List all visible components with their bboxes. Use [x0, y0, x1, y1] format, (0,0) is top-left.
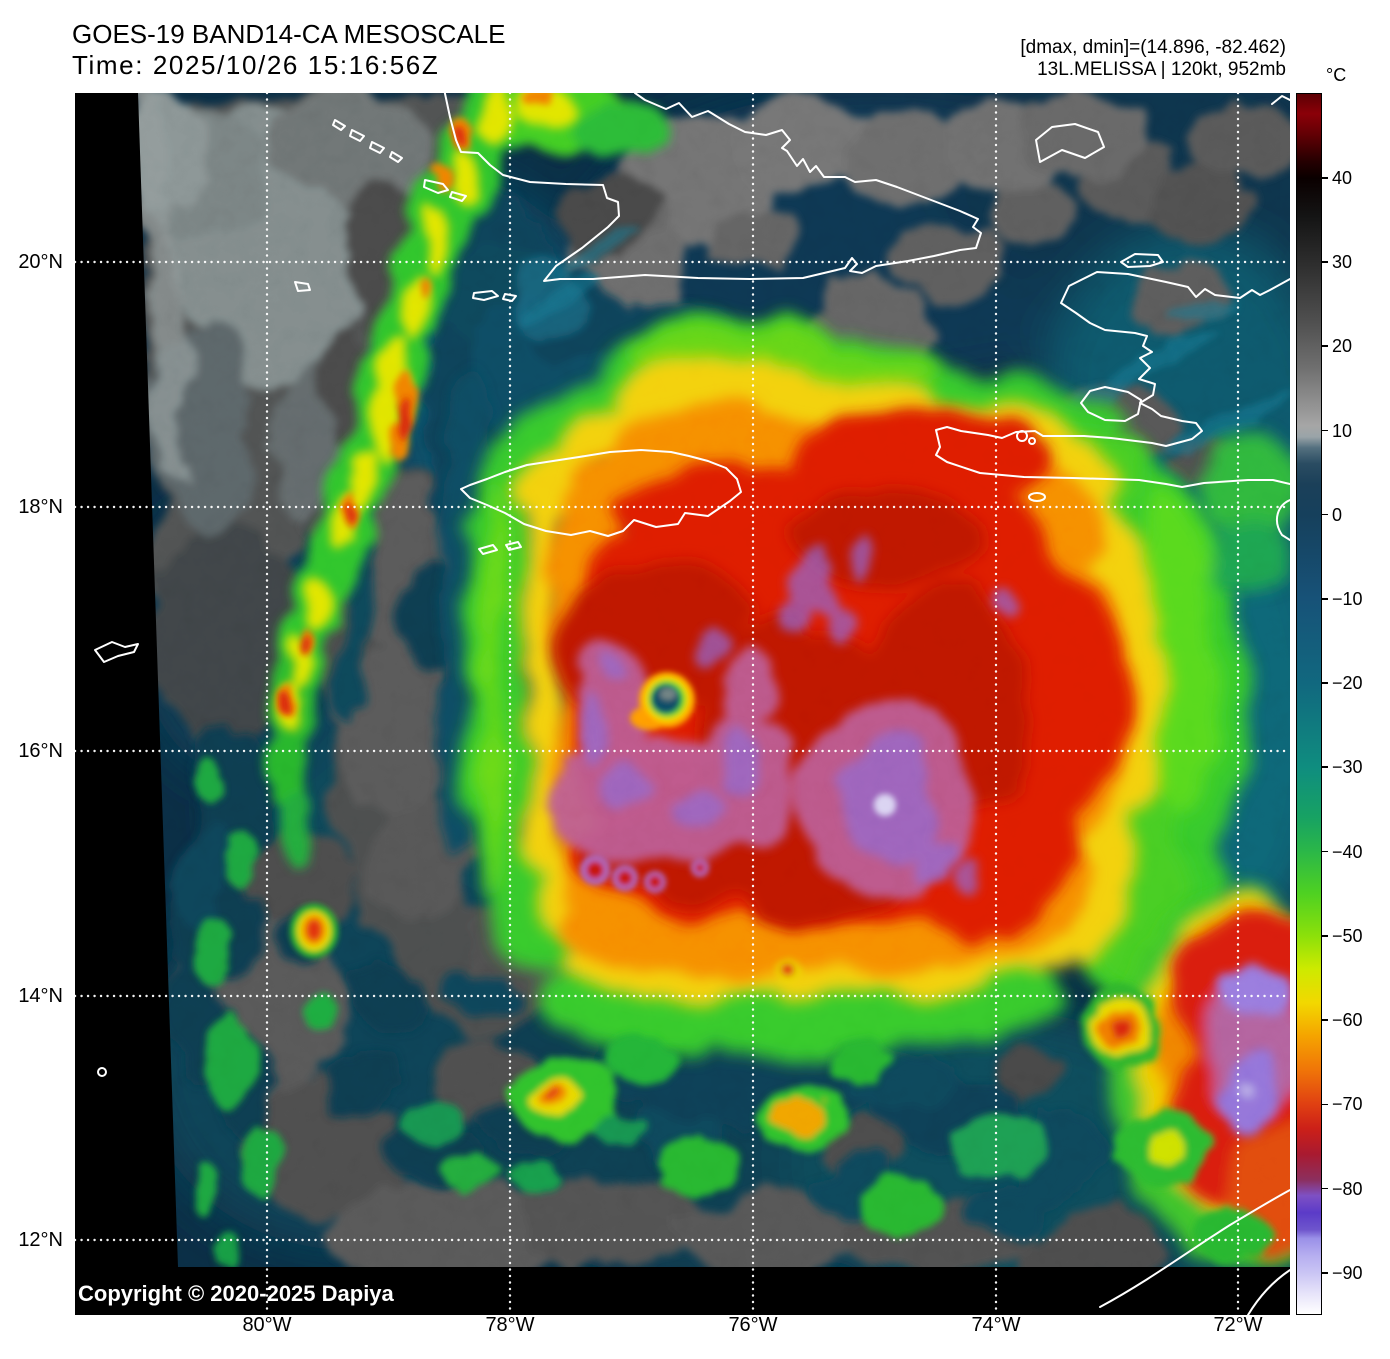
svg-text:Copyright © 2020-2025 Dapiya: Copyright © 2020-2025 Dapiya [78, 1281, 395, 1306]
